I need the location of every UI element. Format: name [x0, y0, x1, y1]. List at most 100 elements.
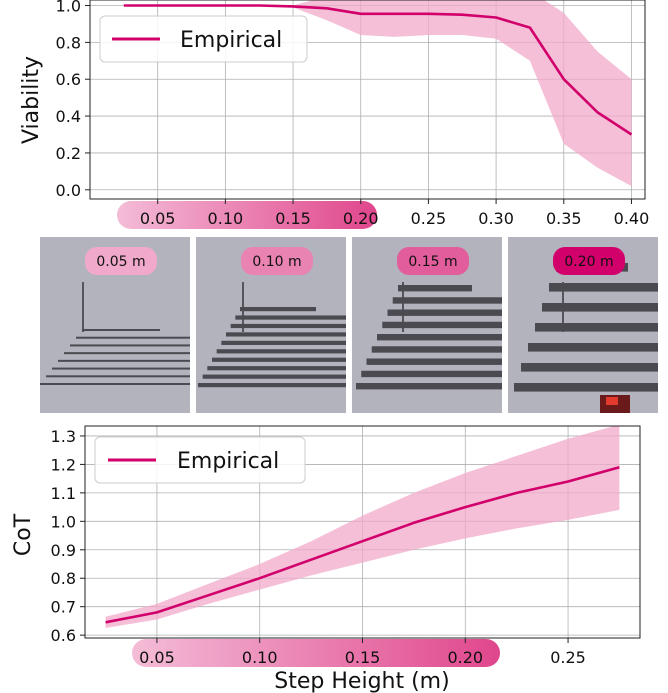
thumbnail-4: 0.20 m — [508, 237, 658, 413]
stair-step — [58, 359, 190, 362]
c1-xtick-label: 0.40 — [614, 209, 650, 228]
stair-step — [514, 383, 658, 392]
robot-top — [606, 397, 618, 405]
c1-xtick-label: 0.15 — [275, 209, 311, 228]
stair-step — [40, 383, 190, 385]
cot-legend-label: Empirical — [177, 449, 279, 474]
stair-step — [82, 329, 160, 331]
stair-step — [64, 352, 190, 355]
thumbnail-3: 0.15 m — [352, 237, 502, 413]
c1-xtick-label: 0.10 — [208, 209, 244, 228]
viability-legend: Empirical — [99, 15, 308, 63]
stair-step — [46, 375, 190, 378]
stair-step — [202, 374, 346, 379]
stair-step — [207, 366, 346, 371]
c1-xtick-label: 0.05 — [140, 209, 176, 228]
c1-xtick-label: 0.35 — [546, 209, 582, 228]
viability-legend-label: Empirical — [180, 28, 282, 53]
cot-line-group — [105, 466, 620, 624]
stair-step — [382, 321, 502, 329]
c1-ytick-label: 0.6 — [56, 70, 81, 89]
viability-chart: 0.05 0.10 0.15 0.20 0.25 0.30 0.35 0.40 0.00.20… — [19, 0, 649, 229]
thumbnail-label-pill — [397, 247, 469, 275]
c1-xtick-label: 0.30 — [478, 209, 514, 228]
thumbnail-label-pill — [85, 247, 157, 275]
thumbnail-label: 0.10 m — [252, 254, 301, 270]
viability-y-axis-label: Viability — [19, 56, 44, 144]
thumbnail-label: 0.15 m — [408, 254, 457, 270]
cot-chart: 0.05 0.10 0.15 0.20 0.25 0.6 0.7 0.8 0.9 1.0 1.1 1… — [11, 425, 641, 693]
c2-mean-line — [105, 466, 620, 624]
robot-icon — [600, 395, 630, 413]
stair-step — [198, 383, 346, 388]
stair-step — [212, 357, 346, 362]
stair-step — [361, 370, 502, 378]
stair-step — [76, 336, 190, 339]
cot-legend: Empirical — [94, 436, 306, 484]
thumbnail-label: 0.20 m — [564, 254, 613, 270]
cot-y-ticks: 0.6 0.7 0.8 0.9 1.0 1.1 1.2 1.3 — [51, 427, 85, 645]
c1-mean-line — [123, 4, 633, 136]
c2-ytick-label: 0.9 — [51, 541, 76, 560]
viability-legend-box — [99, 15, 308, 63]
c2-confidence-band — [105, 426, 620, 628]
thumbnail-label-pill — [553, 247, 625, 275]
c1-ytick-label: 1.0 — [56, 0, 81, 16]
thumbnail-2: 0.10 m — [196, 237, 346, 413]
cot-band-group — [105, 426, 620, 628]
c2-ytick-label: 1.1 — [51, 484, 76, 503]
cot-x-ticks: 0.05 0.10 0.15 0.20 0.25 — [139, 638, 586, 667]
stair-step — [235, 315, 346, 320]
viability-y-ticks: 0.0 0.2 0.4 0.6 0.8 1.0 — [56, 0, 90, 200]
c1-xtick-label: 0.25 — [411, 209, 447, 228]
stair-step — [230, 323, 346, 329]
stair-step — [356, 383, 502, 390]
viability-x-ticks: 0.05 0.10 0.15 0.20 0.25 0.30 0.35 0.40 — [140, 199, 649, 228]
c2-xtick-label: 0.20 — [447, 648, 483, 667]
stair-step — [377, 334, 502, 341]
c1-ytick-label: 0.0 — [56, 181, 81, 200]
c2-xtick-label: 0.25 — [550, 648, 586, 667]
cot-x-axis-label: Step Height (m) — [274, 669, 449, 693]
stair-step — [240, 307, 316, 312]
stair-step — [52, 367, 190, 370]
stair-step — [392, 297, 502, 304]
cot-legend-box — [94, 436, 306, 484]
stair-step — [535, 323, 658, 332]
stair-post — [402, 282, 404, 332]
viability-highlight-pill — [117, 201, 377, 229]
c2-ytick-label: 0.8 — [51, 569, 76, 588]
stair-step — [216, 349, 346, 354]
c1-xtick-label: 0.20 — [343, 209, 379, 228]
stair-step — [387, 309, 502, 316]
c2-ytick-label: 0.7 — [51, 598, 76, 617]
stair-step — [521, 363, 658, 372]
step-height-thumbnails: 0.05 m 0.10 m 0.15 m 0.20 m — [40, 237, 658, 413]
stair-step — [528, 343, 658, 352]
c1-ytick-label: 0.8 — [56, 33, 81, 52]
viability-plot-frame — [89, 0, 646, 200]
stair-step — [226, 332, 346, 337]
stair-post — [82, 282, 84, 332]
thumbnail-label-pill — [241, 247, 313, 275]
viability-line-group — [123, 4, 633, 136]
cot-highlight-pill — [132, 639, 500, 667]
cot-y-axis-label: CoT — [11, 513, 36, 556]
c2-xtick-label: 0.15 — [345, 648, 381, 667]
stair-step — [366, 358, 502, 365]
c2-ytick-label: 1.2 — [51, 455, 76, 474]
thumbnail-label: 0.05 m — [96, 254, 145, 270]
stair-step — [542, 303, 658, 312]
c2-xtick-label: 0.05 — [139, 648, 175, 667]
c2-ytick-label: 1.0 — [51, 512, 76, 531]
c2-ytick-label: 0.6 — [51, 626, 76, 645]
c1-ytick-label: 0.4 — [56, 107, 81, 126]
c2-ytick-label: 1.3 — [51, 427, 76, 446]
c1-ytick-label: 0.2 — [56, 144, 81, 163]
stair-step — [371, 346, 502, 353]
thumbnail-1: 0.05 m — [40, 237, 190, 413]
stair-step — [221, 340, 346, 345]
stair-step — [398, 285, 472, 292]
stair-step — [549, 283, 658, 292]
